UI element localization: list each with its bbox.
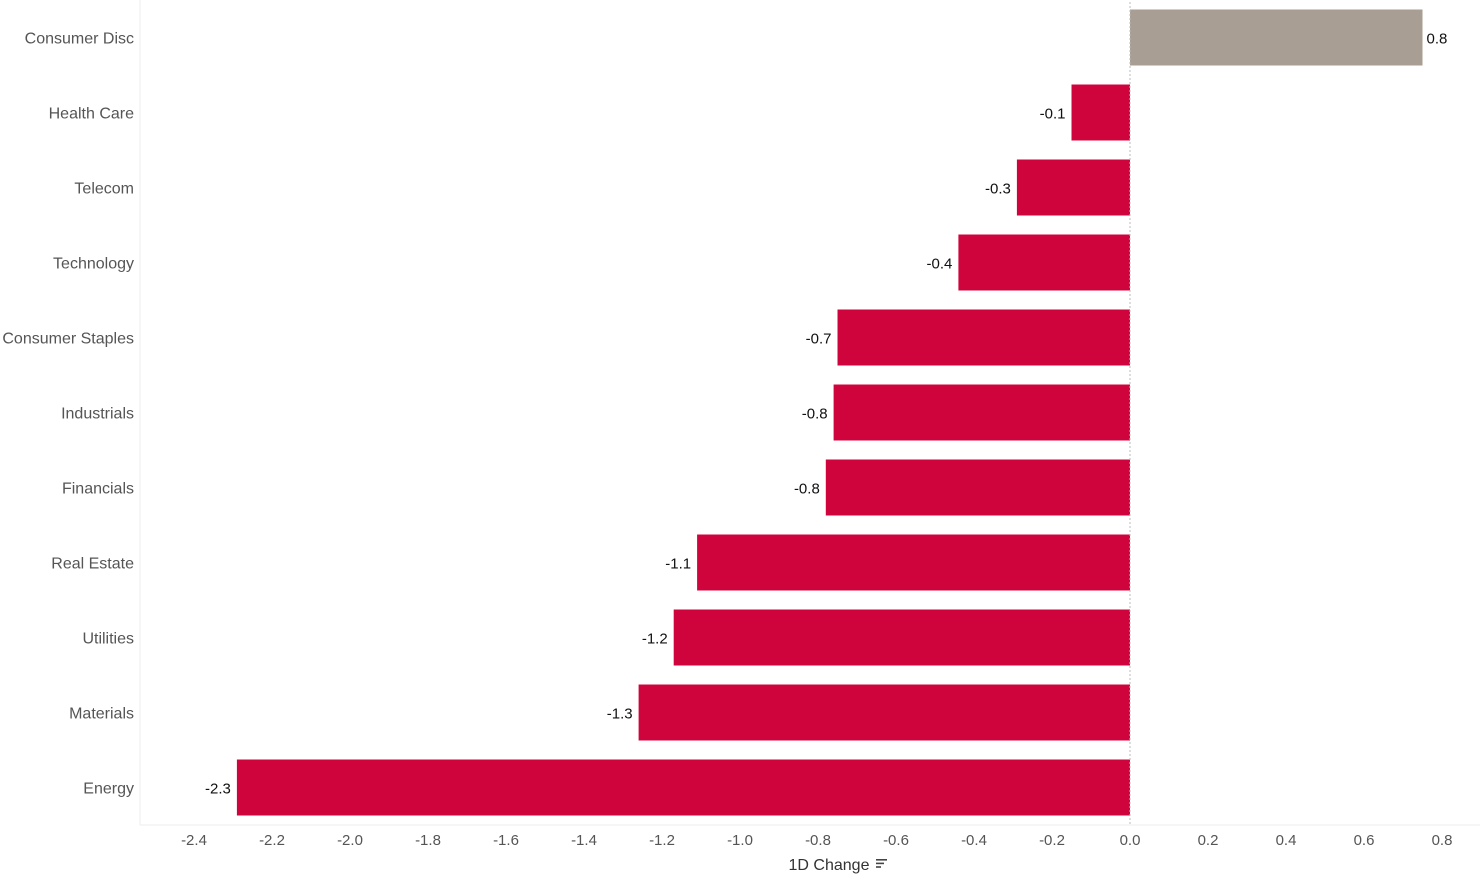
bar-utilities[interactable]	[673, 609, 1130, 666]
category-label: Health Care	[49, 106, 134, 123]
x-tick-label: -0.4	[961, 832, 987, 849]
category-label: Financials	[62, 481, 134, 498]
data-label: -0.8	[802, 406, 828, 423]
x-tick-label: -0.8	[805, 832, 831, 849]
x-tick-label: 0.0	[1120, 832, 1141, 849]
data-label: -1.3	[607, 706, 633, 723]
x-tick-label: 0.6	[1354, 832, 1375, 849]
x-tick-label: -1.6	[493, 832, 519, 849]
x-tick-label: 0.8	[1432, 832, 1453, 849]
bar-materials[interactable]	[638, 684, 1130, 741]
data-label: -1.2	[642, 631, 668, 648]
category-label: Telecom	[74, 181, 134, 198]
data-label: -0.8	[794, 481, 820, 498]
category-label: Utilities	[82, 631, 134, 648]
bar-industrials[interactable]	[833, 384, 1130, 441]
x-tick-label: -1.0	[727, 832, 753, 849]
x-tick-label: -0.2	[1039, 832, 1065, 849]
bar-financials[interactable]	[825, 459, 1130, 516]
data-label: -2.3	[205, 781, 231, 798]
bar-energy[interactable]	[236, 759, 1130, 816]
bar-consumer-disc[interactable]	[1130, 9, 1423, 66]
x-tick-label: -1.4	[571, 832, 597, 849]
category-label: Technology	[53, 256, 134, 273]
category-label: Industrials	[61, 406, 134, 423]
category-label: Real Estate	[51, 556, 134, 573]
category-label: Consumer Disc	[25, 31, 134, 48]
x-tick-label: 0.2	[1198, 832, 1219, 849]
category-label: Energy	[83, 781, 134, 798]
category-label: Consumer Staples	[2, 331, 134, 348]
data-label: -0.1	[1040, 106, 1066, 123]
x-tick-label: -1.2	[649, 832, 675, 849]
x-tick-label: 0.4	[1276, 832, 1297, 849]
data-label: -0.7	[806, 331, 832, 348]
x-tick-label: -0.6	[883, 832, 909, 849]
bar-consumer-staples[interactable]	[837, 309, 1131, 366]
bar-health-care[interactable]	[1071, 84, 1131, 141]
data-label: -1.1	[665, 556, 691, 573]
bar-real-estate[interactable]	[697, 534, 1130, 591]
bar-technology[interactable]	[958, 234, 1130, 291]
x-tick-label: -2.4	[181, 832, 207, 849]
x-axis-title-group[interactable]: 1D Change	[789, 857, 887, 874]
x-tick-label: -2.2	[259, 832, 285, 849]
bar-telecom[interactable]	[1016, 159, 1130, 216]
x-tick-label: -1.8	[415, 832, 441, 849]
data-label: -0.3	[985, 181, 1011, 198]
category-label: Materials	[69, 706, 134, 723]
data-label: -0.4	[927, 256, 953, 273]
data-label: 0.8	[1427, 31, 1448, 48]
x-tick-label: -2.0	[337, 832, 363, 849]
sort-descending-icon[interactable]	[876, 859, 887, 868]
x-axis-title: 1D Change	[789, 857, 870, 874]
